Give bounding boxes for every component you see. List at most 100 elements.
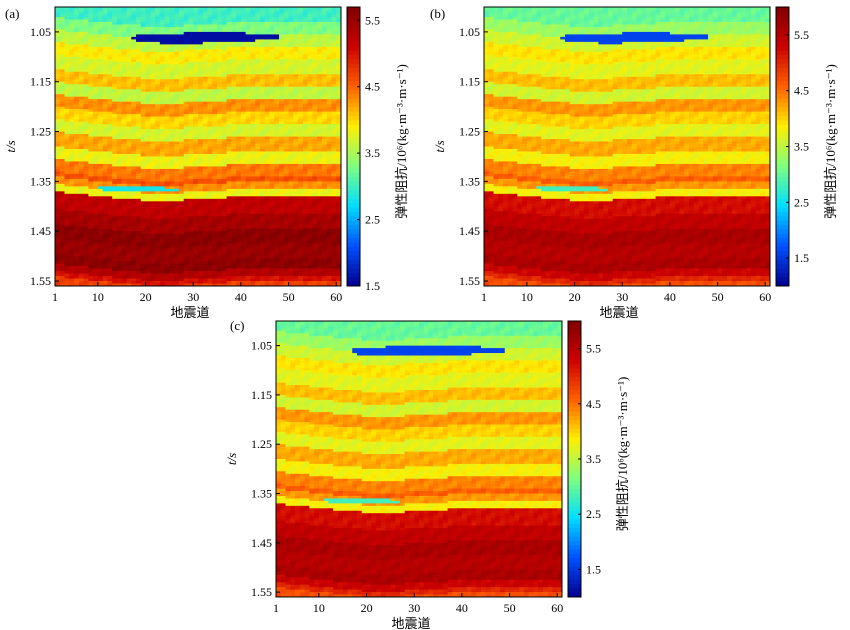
heatmap-cell (121, 153, 127, 157)
heatmap-cell (240, 196, 247, 200)
heatmap-cell (240, 236, 247, 240)
heatmap-cell (221, 61, 227, 65)
heatmap-cell (93, 218, 99, 222)
heatmap-cell (55, 76, 61, 80)
heatmap-cell (250, 183, 256, 187)
heatmap-cell (236, 201, 242, 205)
heatmap-cell (102, 163, 108, 167)
heatmap-cell (259, 7, 266, 10)
heatmap-cell (255, 243, 261, 247)
heatmap-cell (183, 29, 189, 33)
heatmap-cell (240, 148, 247, 152)
heatmap-cell (74, 124, 80, 127)
heatmap-cell (169, 191, 175, 195)
heatmap-cell (74, 221, 80, 225)
heatmap-cell (207, 183, 213, 187)
heatmap-cell (150, 24, 156, 28)
heatmap-cell (145, 44, 151, 48)
heatmap-cell (112, 41, 118, 45)
heatmap-cell (221, 19, 227, 23)
heatmap-cell (131, 94, 137, 98)
heatmap-cell (145, 233, 151, 237)
heatmap-cell (145, 241, 151, 245)
heatmap-cell (207, 89, 213, 93)
heatmap-cell (231, 34, 237, 38)
heatmap-cell (245, 39, 251, 43)
heatmap-cell (226, 218, 232, 222)
heatmap-cell (116, 241, 123, 245)
heatmap-cell (131, 31, 137, 35)
heatmap-cell (188, 19, 194, 23)
heatmap-cell (64, 29, 70, 33)
heatmap-cell (74, 246, 80, 250)
heatmap-cell (155, 51, 161, 55)
heatmap-cell (69, 51, 75, 55)
heatmap-cell (164, 158, 170, 162)
heatmap-cell (55, 114, 61, 118)
heatmap-cell (188, 281, 194, 284)
heatmap-cell (150, 173, 156, 177)
heatmap-cell (236, 198, 242, 202)
heatmap-cell (255, 248, 261, 252)
heatmap-cell (159, 218, 166, 222)
heatmap-cell (178, 101, 185, 105)
heatmap-cell (88, 136, 94, 140)
heatmap-cell (221, 41, 227, 45)
heatmap-cell (64, 181, 70, 185)
heatmap-cell (198, 129, 204, 132)
heatmap-cell (136, 268, 142, 272)
heatmap-cell (240, 231, 247, 235)
heatmap-cell (193, 81, 199, 85)
heatmap-cell (217, 198, 223, 202)
heatmap-cell (64, 66, 70, 70)
heatmap-cell (202, 49, 208, 53)
heatmap-cell (136, 136, 142, 140)
heatmap-cell (236, 226, 242, 230)
heatmap-cell (255, 96, 261, 100)
heatmap-cell (107, 236, 113, 240)
heatmap-cell (88, 89, 94, 93)
heatmap-cell (69, 266, 75, 269)
heatmap-cell (212, 258, 218, 262)
heatmap-cell (178, 31, 185, 35)
heatmap-cell (55, 218, 61, 222)
heatmap-cell (178, 248, 185, 252)
heatmap-cell (126, 51, 132, 55)
heatmap-cell (207, 148, 213, 152)
heatmap-cell (174, 139, 180, 142)
heatmap-cell (131, 171, 137, 175)
heatmap-cell (55, 31, 61, 35)
heatmap-cell (245, 161, 251, 165)
heatmap-cell (159, 278, 166, 282)
heatmap-cell (164, 243, 170, 247)
heatmap-cell (217, 223, 223, 227)
heatmap-cell (245, 26, 251, 30)
heatmap-cell (112, 278, 118, 282)
heatmap-cell (245, 96, 251, 100)
heatmap-cell (74, 206, 80, 210)
heatmap-cell (178, 231, 185, 235)
heatmap-cell (93, 19, 99, 23)
heatmap-cell (121, 111, 127, 115)
heatmap-cell (250, 31, 256, 35)
heatmap-cell (226, 59, 232, 63)
heatmap-cell (116, 238, 123, 242)
heatmap-cell (159, 198, 166, 202)
heatmap-cell (83, 281, 89, 284)
heatmap-cell (188, 126, 194, 130)
heatmap-cell (121, 173, 127, 177)
heatmap-cell (93, 216, 99, 220)
heatmap-cell (116, 51, 123, 55)
heatmap-cell (55, 166, 61, 170)
heatmap-cell (78, 126, 84, 130)
heatmap-cell (221, 64, 227, 68)
heatmap-cell (164, 171, 170, 175)
heatmap-cell (217, 271, 223, 274)
heatmap-cell (59, 21, 65, 25)
heatmap-cell (102, 56, 108, 60)
heatmap-cell (126, 59, 132, 63)
heatmap-cell (97, 146, 104, 150)
heatmap-cell (188, 231, 194, 235)
heatmap-cell (178, 119, 185, 122)
heatmap-cell (78, 29, 84, 33)
